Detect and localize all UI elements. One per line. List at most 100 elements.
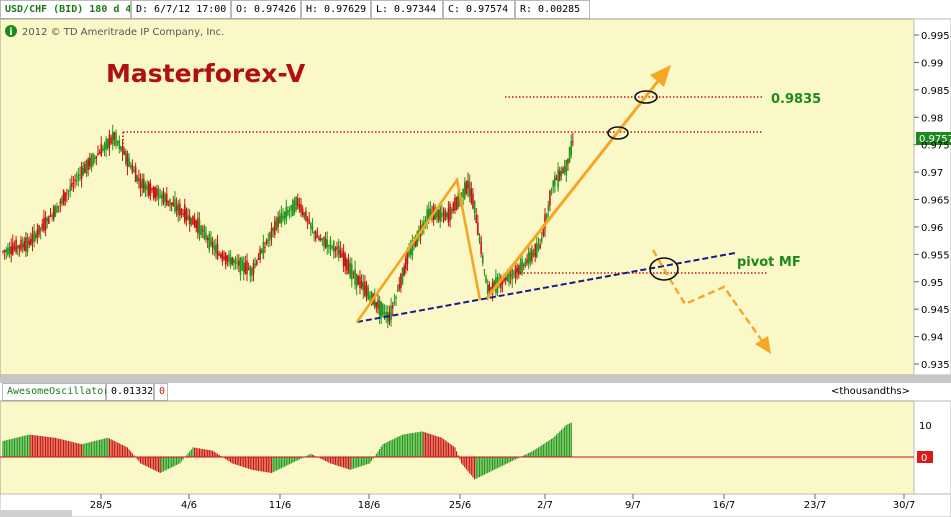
candle-body: [498, 280, 500, 286]
candle-body: [79, 174, 81, 176]
candle-body: [49, 215, 52, 217]
candle-body: [310, 222, 312, 229]
candle-body: [52, 206, 55, 220]
candle-body: [488, 284, 491, 292]
candle-body: [278, 215, 281, 223]
candle-body: [490, 287, 492, 290]
candle-body: [565, 160, 568, 176]
candle-body: [536, 242, 538, 258]
candle-body: [39, 227, 42, 231]
target-circle-marker: [634, 90, 658, 104]
horizontal-scrollbar[interactable]: [0, 510, 72, 517]
price-tick-label: 0.985: [921, 86, 950, 97]
candle-body: [92, 153, 94, 166]
candle-body: [174, 199, 176, 212]
candle-body: [224, 252, 227, 265]
candle-body: [282, 215, 284, 220]
candle-body: [87, 159, 89, 170]
candle-body: [406, 252, 409, 265]
candle-body: [110, 137, 112, 144]
time-axis-panel: [0, 493, 951, 517]
candle-body: [265, 239, 268, 245]
candle-body: [403, 265, 405, 276]
date-readout: D: 6/7/12 17:00: [131, 0, 231, 19]
candle-body: [97, 153, 99, 155]
candle-body: [395, 296, 397, 299]
candle-body: [74, 179, 76, 181]
candle-body: [105, 139, 107, 149]
candle-body: [51, 214, 53, 217]
candle-body: [429, 208, 432, 218]
candle-body: [215, 244, 217, 254]
candle-body: [242, 262, 245, 273]
candle-body: [382, 304, 384, 316]
candle-body: [332, 241, 335, 253]
zigzag-wave-line: [355, 176, 482, 323]
candle-body: [418, 229, 420, 237]
candle-body: [111, 131, 114, 145]
oscillator-panel: [0, 400, 915, 495]
candle-body: [398, 284, 401, 290]
candle-body: [295, 196, 297, 210]
candle-body: [531, 249, 533, 262]
candle-body: [115, 132, 117, 146]
candle-body: [319, 238, 322, 241]
candle-body: [262, 241, 265, 259]
candle-body: [257, 258, 260, 261]
candle-body: [170, 202, 173, 205]
info-icon[interactable]: [5, 25, 17, 37]
candle-body: [344, 254, 347, 267]
candle-body: [393, 301, 396, 304]
candle-body: [359, 276, 361, 289]
candle-body: [123, 151, 125, 155]
candle-body: [452, 202, 455, 211]
candle-body: [108, 134, 111, 148]
oscillator-name[interactable]: AwesomeOscillator: [2, 383, 109, 401]
projection-arrow-line: [485, 75, 664, 299]
candle-body: [455, 196, 458, 211]
time-tick-label: 28/5: [90, 500, 112, 511]
candle-body: [292, 199, 294, 217]
candle-body: [350, 264, 353, 280]
candle-body: [80, 165, 83, 179]
candle-body: [247, 268, 250, 270]
symbol-label[interactable]: USD/CHF (BID) 180 d 4h: [0, 0, 131, 19]
candle-body: [138, 178, 140, 182]
candle-body: [118, 140, 121, 149]
candle-body: [28, 240, 30, 245]
candle-body: [519, 261, 522, 274]
oscillator-zero-label: 0: [154, 383, 168, 401]
candle-body: [234, 259, 237, 264]
candle-body: [336, 246, 338, 250]
candle-body: [183, 204, 186, 223]
price-tick-label: 0.95: [921, 278, 943, 289]
candle-body: [414, 236, 417, 248]
candle-body: [143, 178, 145, 193]
panel-splitter[interactable]: [0, 375, 951, 383]
candle-body: [43, 217, 45, 231]
candle-body: [362, 282, 365, 291]
candle-body: [188, 215, 191, 225]
candle-body: [375, 302, 378, 307]
candle-body: [82, 167, 85, 175]
oscillator-zero-tick: 0: [921, 453, 927, 464]
candle-body: [537, 244, 540, 250]
candle-body: [508, 271, 510, 283]
candle-body: [437, 210, 440, 221]
candle-body: [552, 180, 554, 188]
candle-body: [563, 166, 566, 173]
candle-body: [296, 198, 299, 206]
candle-body: [30, 239, 32, 245]
candle-body: [308, 220, 311, 224]
candle-body: [431, 212, 433, 215]
candle-body: [534, 244, 536, 257]
candle-body: [201, 230, 204, 232]
low-readout: L: 0.97344: [371, 0, 443, 19]
candle-body: [485, 276, 487, 284]
candle-body: [31, 234, 34, 243]
candle-body: [314, 231, 317, 240]
candle-body: [90, 156, 93, 169]
candle-body: [102, 148, 104, 151]
candle-body: [256, 260, 258, 265]
candle-body: [208, 233, 211, 251]
